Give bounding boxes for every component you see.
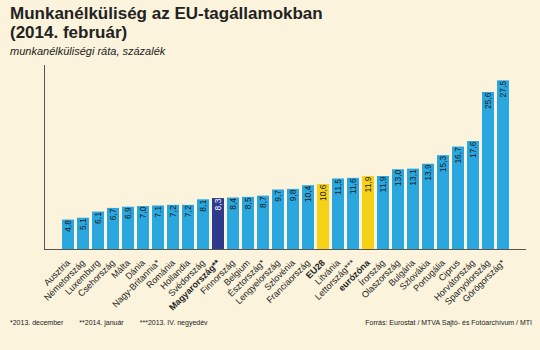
svg-text:17,6: 17,6 (468, 141, 478, 158)
svg-text:Finnország: Finnország (198, 257, 237, 297)
svg-text:8,5: 8,5 (243, 197, 253, 209)
svg-text:Spanyolország: Spanyolország (442, 257, 492, 307)
svg-text:7,1: 7,1 (153, 206, 163, 218)
svg-text:Portugália: Portugália (411, 257, 447, 294)
svg-text:Írország: Írország (356, 257, 387, 288)
svg-text:Olaszország: Olaszország (359, 257, 402, 301)
svg-text:Dánia: Dánia (123, 257, 147, 282)
svg-text:25,6: 25,6 (483, 92, 493, 109)
svg-text:Németország: Németország (42, 257, 87, 303)
svg-text:Lettország***: Lettország*** (312, 257, 357, 302)
html-text:munkanélküliségi ráta, százalé: munkanélküliségi ráta, százalék (10, 45, 166, 57)
svg-text:6,7: 6,7 (108, 208, 118, 220)
svg-text:Lengyelország: Lengyelország (233, 257, 282, 307)
svg-text:Luxemburg: Luxemburg (63, 257, 102, 297)
svg-text:7,2: 7,2 (183, 205, 193, 217)
svg-text:Szlovákia: Szlovákia (397, 257, 432, 292)
html-text:**2014. január: **2014. január (79, 319, 124, 326)
svg-text:13,9: 13,9 (423, 164, 433, 181)
svg-text:EU28: EU28 (304, 257, 327, 281)
svg-text:9,8: 9,8 (288, 189, 298, 201)
svg-text:10,4: 10,4 (303, 185, 313, 202)
svg-text:6,1: 6,1 (93, 212, 103, 224)
svg-text:8,7: 8,7 (258, 196, 268, 208)
svg-text:7,0: 7,0 (138, 206, 148, 218)
svg-text:Hollandia: Hollandia (158, 257, 192, 292)
html-text:***2013. IV. negyedév: ***2013. IV. negyedév (139, 319, 208, 326)
svg-text:7,2: 7,2 (168, 205, 178, 217)
svg-text:Horvátország: Horvátország (432, 257, 477, 303)
svg-text:Belgium: Belgium (221, 257, 252, 288)
svg-text:Nagy-Britannia*: Nagy-Britannia* (110, 257, 162, 310)
svg-text:Svédország: Svédország (166, 257, 207, 299)
svg-text:Észtország*: Észtország* (225, 257, 267, 299)
svg-text:Ciprus: Ciprus (436, 257, 462, 284)
html-text:*2013. december: *2013. december (10, 319, 64, 326)
svg-text:Románia: Románia (144, 257, 177, 291)
svg-text:11,5: 11,5 (333, 179, 343, 195)
svg-text:Magyarország**: Magyarország** (167, 257, 222, 313)
html-text:Munkanélküliség az EU-tagállam: Munkanélküliség az EU-tagállamokban (201… (10, 4, 323, 42)
svg-text:5,1: 5,1 (78, 218, 88, 230)
svg-text:6,9: 6,9 (123, 207, 133, 219)
svg-text:16,7: 16,7 (453, 147, 463, 164)
svg-text:11,9: 11,9 (378, 176, 388, 192)
svg-text:8,1: 8,1 (198, 200, 208, 212)
svg-text:9,7: 9,7 (273, 190, 283, 202)
svg-text:Csehország: Csehország (76, 258, 117, 299)
html-text:Forrás: Eurostat / MTVA Sajtó-: Forrás: Eurostat / MTVA Sajtó- és Fotóar… (365, 319, 532, 326)
svg-text:15,3: 15,3 (438, 155, 448, 172)
svg-text:4,8: 4,8 (63, 220, 73, 232)
svg-text:13,0: 13,0 (393, 169, 403, 186)
svg-text:27,5: 27,5 (498, 81, 508, 98)
svg-text:Bulgária: Bulgária (386, 257, 417, 289)
svg-text:11,9: 11,9 (363, 176, 373, 192)
svg-text:Görögország*: Görögország* (461, 257, 508, 304)
svg-text:Litvánia: Litvánia (312, 257, 342, 287)
svg-text:Ausztria: Ausztria (41, 257, 72, 288)
svg-text:eurózóna: eurózóna (336, 257, 372, 294)
svg-text:13,1: 13,1 (408, 169, 418, 186)
svg-text:Málta: Málta (109, 257, 132, 281)
svg-text:Szlovénia: Szlovénia (262, 257, 297, 293)
svg-text:8,4: 8,4 (228, 198, 238, 210)
svg-text:10,6: 10,6 (318, 184, 328, 201)
svg-text:8,3: 8,3 (213, 198, 223, 210)
svg-text:Franciaország: Franciaország (265, 258, 312, 305)
svg-text:11,6: 11,6 (348, 178, 358, 194)
